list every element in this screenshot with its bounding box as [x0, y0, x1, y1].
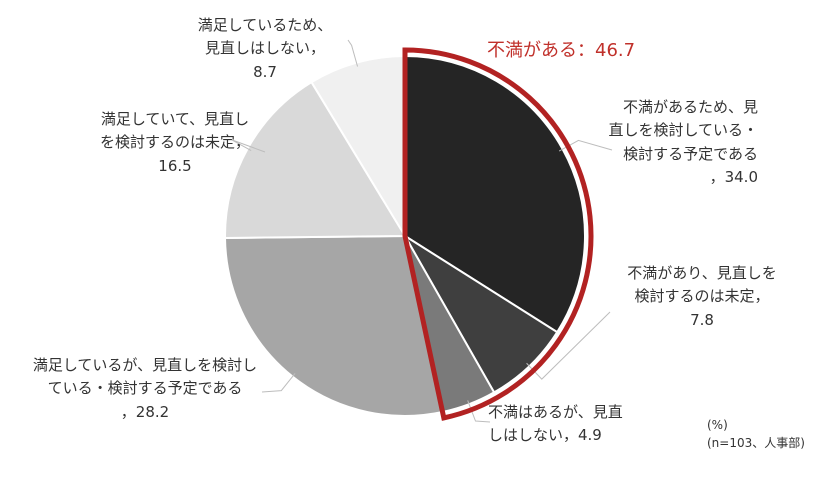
slice-label-1: 不満があり、見直しを 検討するのは未定， 7.8 [627, 264, 777, 329]
highlight-outline [402, 47, 594, 421]
slice-label-3: 満足しているが、見直しを検討し ている・検討する予定である ，28.2 [32, 356, 258, 421]
highlight-label: 不満がある：46.7 [487, 40, 636, 61]
slice-label-4: 満足していて、見直し を検討するのは未定， 16.5 [99, 110, 250, 175]
leader-line-2 [467, 400, 491, 423]
slice-label-5: 満足しているため、 見直しはしない， 8.7 [197, 16, 333, 81]
leader-line-1 [526, 311, 611, 380]
chart-note: (%) (n=103、人事部) [707, 418, 805, 450]
leader-line-0 [558, 139, 613, 152]
slice-label-0: 不満があるため、見 直しを検討している・ 検討する予定である ，34.0 [608, 98, 758, 186]
leader-line-5 [347, 39, 359, 67]
leader-line-3 [261, 373, 296, 393]
slice-label-2: 不満はあるが、見直 しはしない，4.9 [488, 403, 623, 445]
leader-line-4 [231, 139, 266, 153]
